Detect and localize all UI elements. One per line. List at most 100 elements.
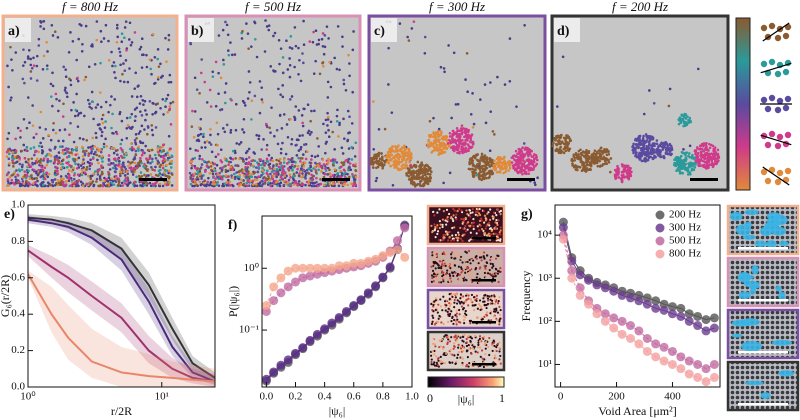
panel-title: f = 300 Hz — [429, 0, 485, 14]
data-point — [558, 223, 568, 233]
data-point — [651, 303, 661, 313]
void — [729, 211, 743, 221]
y-tick-label: 10⁰ — [244, 262, 260, 274]
scale-bar — [139, 178, 167, 181]
data-point — [575, 270, 585, 280]
data-point — [626, 293, 636, 303]
data-point — [283, 266, 293, 276]
data-point — [693, 359, 703, 369]
legend-marker — [655, 223, 665, 233]
data-point — [334, 261, 344, 271]
data-point — [617, 316, 627, 326]
particles — [631, 101, 674, 163]
inset-particles — [430, 334, 502, 368]
void — [766, 240, 777, 248]
y-tick-label: 0.0 — [11, 381, 25, 393]
y-axis-label: G₆(r/2R) — [0, 275, 12, 317]
data-point — [341, 306, 351, 316]
data-point — [567, 256, 577, 266]
data-point — [709, 313, 719, 323]
void — [731, 333, 743, 338]
void — [754, 240, 767, 247]
data-point — [701, 377, 711, 387]
void — [738, 291, 751, 300]
data-point — [290, 277, 300, 287]
phase-axis — [762, 166, 790, 186]
data-point — [634, 339, 644, 349]
data-point — [327, 263, 337, 273]
data-point — [701, 315, 711, 325]
void — [735, 224, 752, 236]
data-point — [684, 369, 694, 379]
void — [778, 370, 795, 377]
data-point — [676, 303, 686, 313]
data-point — [626, 321, 636, 331]
void — [737, 272, 751, 283]
x-tick-label: 10⁰ — [20, 391, 36, 403]
void — [744, 209, 759, 216]
error-band — [28, 245, 215, 387]
data-point — [659, 356, 669, 366]
void — [760, 392, 771, 399]
data-point — [363, 288, 373, 298]
particles — [5, 26, 173, 188]
data-point — [600, 316, 610, 326]
void — [778, 291, 786, 301]
inset-image — [726, 360, 800, 412]
void — [775, 285, 782, 292]
data-point — [651, 296, 661, 306]
data-point — [684, 309, 694, 319]
data-point — [283, 355, 293, 365]
inset-image — [426, 204, 506, 246]
phase-icon — [760, 58, 792, 78]
data-point — [667, 309, 677, 319]
y-tick-label: 10¹ — [538, 358, 552, 370]
series-line — [28, 273, 215, 383]
data-point — [592, 309, 602, 319]
particles — [188, 19, 358, 188]
data-point — [659, 305, 669, 315]
data-point — [320, 263, 330, 273]
data-point — [676, 352, 686, 362]
void — [744, 380, 764, 386]
data-point — [609, 286, 619, 296]
y-tick-label: 0.4 — [11, 308, 25, 320]
x-tick-label: 0.8 — [376, 391, 390, 403]
x-tick-label: 0 — [558, 391, 564, 403]
data-point — [378, 251, 388, 261]
phase-colorbar — [735, 17, 751, 191]
phase-icon — [760, 130, 792, 150]
y-axis-label: P(|ψ₆|) — [226, 286, 240, 317]
data-point — [693, 321, 703, 331]
void — [741, 318, 760, 326]
scale-bar — [472, 363, 496, 366]
data-point — [676, 311, 686, 321]
panel-label: e) — [4, 207, 15, 222]
data-point — [356, 295, 366, 305]
data-point — [392, 236, 402, 246]
y-tick-label: 10³ — [538, 272, 553, 284]
scale-bar — [507, 178, 535, 181]
particles — [372, 20, 539, 187]
panel-label: f) — [228, 218, 238, 233]
data-point — [385, 262, 395, 272]
data-point — [305, 335, 315, 345]
data-point — [567, 266, 577, 276]
scale-bar — [690, 178, 718, 181]
data-point — [617, 290, 627, 300]
data-point — [659, 299, 669, 309]
data-point — [575, 283, 585, 293]
void — [770, 226, 787, 236]
phase-axis — [760, 62, 792, 74]
phase-icon — [760, 94, 792, 114]
data-point — [600, 283, 610, 293]
data-point — [600, 309, 610, 319]
data-point — [634, 326, 644, 336]
panel-label: d) — [557, 24, 570, 39]
y-tick-label: 10⁴ — [537, 229, 552, 241]
data-point — [400, 223, 410, 233]
y-tick-label: 0.2 — [11, 344, 25, 356]
data-point — [693, 372, 703, 382]
legend-label: 300 Hz — [669, 222, 701, 234]
data-point — [617, 329, 627, 339]
